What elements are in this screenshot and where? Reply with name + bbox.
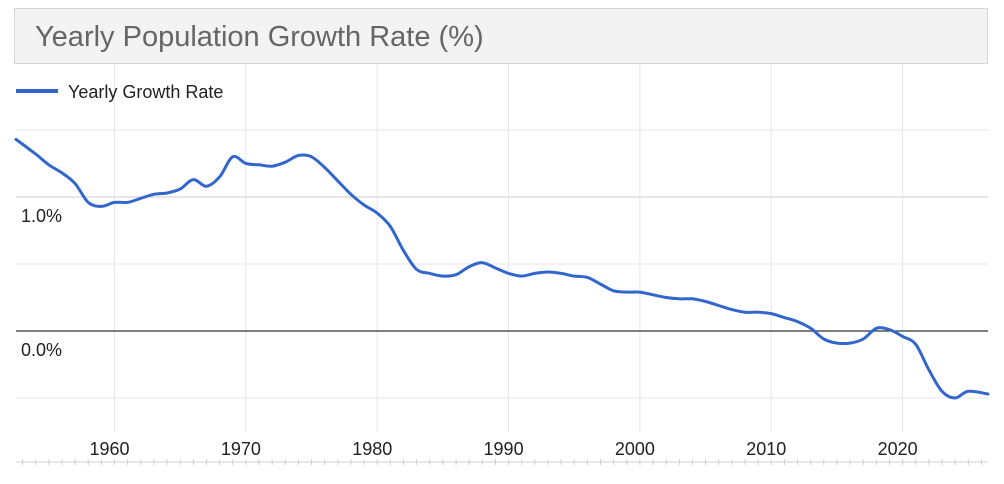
chart-title: Yearly Population Growth Rate (%) — [35, 21, 484, 53]
y-tick-label: 1.0% — [21, 206, 62, 226]
legend-label: Yearly Growth Rate — [68, 82, 223, 102]
series-line — [14, 137, 990, 400]
x-tick-label: 2020 — [878, 439, 918, 459]
chart-title-box: Yearly Population Growth Rate (%) — [14, 8, 988, 64]
x-tick-label: 2010 — [746, 439, 786, 459]
x-tick-label: 2000 — [615, 439, 655, 459]
x-tick-label: 1970 — [221, 439, 261, 459]
y-tick-label: 0.0% — [21, 340, 62, 360]
x-tick-label: 1990 — [484, 439, 524, 459]
x-tick-label: 1960 — [89, 439, 129, 459]
x-tick-label: 1980 — [352, 439, 392, 459]
